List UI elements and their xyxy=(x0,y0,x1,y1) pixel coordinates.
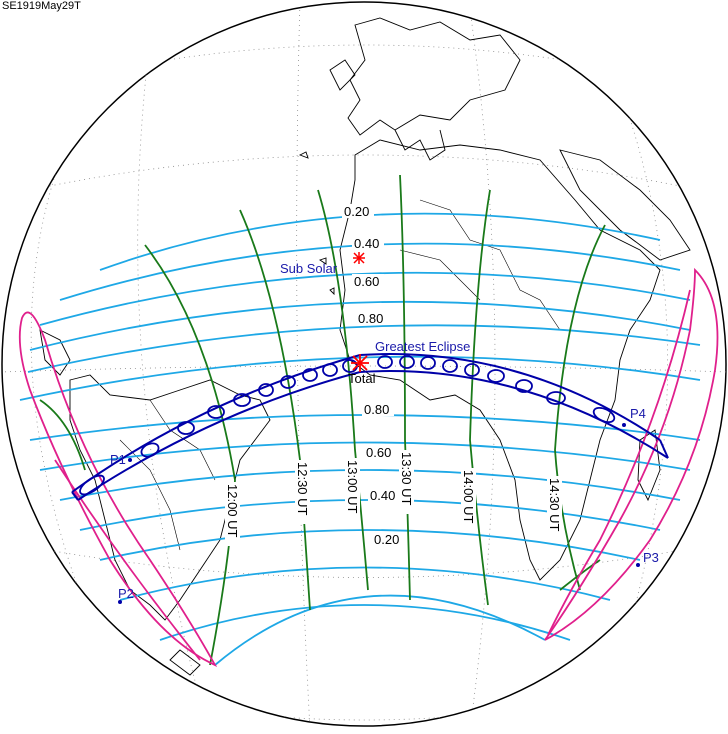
p4-label: P4 xyxy=(630,406,646,421)
europe-outline xyxy=(347,17,521,136)
umbra-shadows xyxy=(79,355,616,496)
east-limit xyxy=(544,267,719,641)
time-label: 13:30 UT xyxy=(399,452,414,506)
mag-label: 0.20 xyxy=(344,204,369,219)
mag-label: 0.40 xyxy=(354,236,379,251)
sub-solar-label: Sub Solar xyxy=(280,261,338,276)
p1-point xyxy=(128,458,132,462)
mag-label: 0.40 xyxy=(370,488,395,503)
sub-solar-marker xyxy=(353,252,365,264)
p3-point xyxy=(636,563,640,567)
mag-label: 0.80 xyxy=(364,402,389,417)
p3-label: P3 xyxy=(643,550,659,565)
west-limit xyxy=(18,311,218,667)
p4-point xyxy=(622,423,626,427)
mag-label: 0.60 xyxy=(354,274,379,289)
total-label: Total xyxy=(348,371,376,386)
penumbral-limits xyxy=(18,267,719,667)
time-lines xyxy=(39,174,606,666)
contact-points xyxy=(118,423,640,604)
p2-label: P2 xyxy=(118,586,134,601)
mag-label: 0.80 xyxy=(358,311,383,326)
time-label: 13:00 UT xyxy=(345,460,360,514)
p2-point xyxy=(118,600,122,604)
greatest-eclipse-label: Greatest Eclipse xyxy=(375,339,470,354)
mag-label: 0.60 xyxy=(366,445,391,460)
mag-label: 0.20 xyxy=(374,532,399,547)
time-label: 14:00 UT xyxy=(461,470,476,524)
time-label: 12:30 UT xyxy=(295,462,310,516)
map-title: SE1919May29T xyxy=(2,0,81,12)
coastlines xyxy=(39,17,691,676)
time-label: 14:30 UT xyxy=(547,478,562,532)
p1-label: P1 xyxy=(110,452,126,467)
time-label: 12:00 UT xyxy=(225,484,240,538)
greatest-eclipse-marker xyxy=(351,354,369,372)
